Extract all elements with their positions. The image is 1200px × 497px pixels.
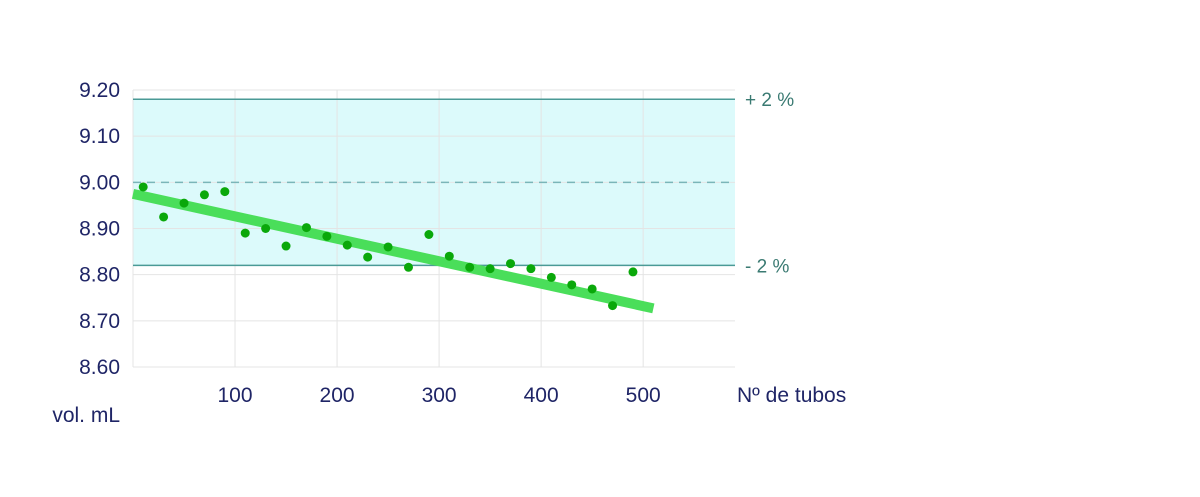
data-point bbox=[546, 272, 556, 282]
y-tick-label: 8.70 bbox=[79, 310, 120, 333]
x-tick-label: 200 bbox=[320, 384, 355, 407]
data-point bbox=[322, 231, 332, 241]
x-tick-label: 100 bbox=[218, 384, 253, 407]
data-point bbox=[506, 259, 516, 269]
data-point bbox=[567, 280, 577, 290]
data-point bbox=[159, 212, 169, 222]
data-point bbox=[383, 242, 393, 252]
y-tick-label: 9.00 bbox=[79, 171, 120, 194]
data-point bbox=[424, 230, 434, 240]
x-tick-label: 300 bbox=[422, 384, 457, 407]
y-tick-label: 8.80 bbox=[79, 264, 120, 287]
data-point bbox=[465, 262, 475, 272]
y-tick-labels: 9.20 9.10 9.00 8.90 8.80 8.70 8.60 bbox=[79, 79, 120, 379]
data-point bbox=[403, 262, 413, 272]
data-point bbox=[608, 301, 618, 311]
y-tick-label: 8.90 bbox=[79, 218, 120, 241]
y-tick-label: 9.10 bbox=[79, 125, 120, 148]
data-point bbox=[628, 267, 638, 277]
data-point bbox=[179, 198, 189, 208]
data-point bbox=[281, 241, 291, 251]
trend-line bbox=[131, 188, 655, 314]
data-point bbox=[138, 182, 148, 192]
y-tick-label: 8.60 bbox=[79, 356, 120, 379]
data-point bbox=[301, 223, 311, 233]
data-point bbox=[240, 228, 250, 238]
y-tick-label: 9.20 bbox=[79, 79, 120, 102]
x-axis-title: Nº de tubos bbox=[737, 384, 846, 407]
data-point bbox=[220, 187, 230, 197]
x-tick-labels: 100 200 300 400 500 bbox=[218, 384, 661, 407]
data-point bbox=[363, 252, 373, 262]
data-point bbox=[342, 240, 352, 250]
data-points bbox=[138, 182, 638, 311]
data-point bbox=[587, 284, 597, 294]
data-point bbox=[485, 264, 495, 274]
data-point bbox=[526, 264, 536, 274]
data-point bbox=[261, 224, 271, 233]
data-point bbox=[199, 190, 209, 200]
data-point bbox=[444, 251, 454, 261]
lower-limit-label: - 2 % bbox=[745, 256, 789, 277]
y-axis-title: vol. mL bbox=[52, 404, 120, 427]
x-tick-label: 400 bbox=[524, 384, 559, 407]
x-tick-label: 500 bbox=[626, 384, 661, 407]
upper-limit-label: + 2 % bbox=[745, 90, 794, 111]
